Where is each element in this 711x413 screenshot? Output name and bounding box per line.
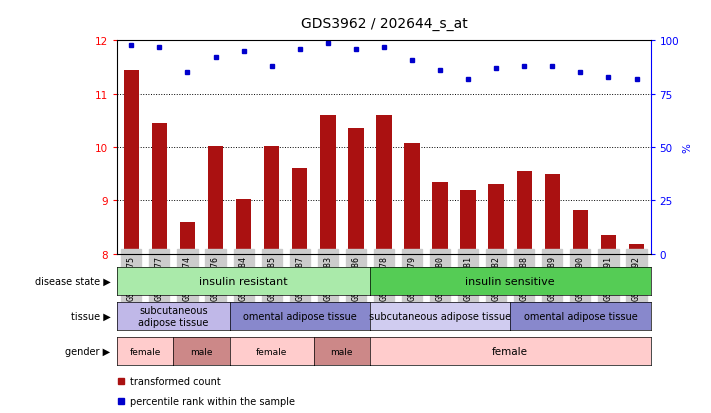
Bar	[292, 169, 307, 254]
Text: tissue ▶: tissue ▶	[70, 311, 110, 321]
Bar	[432, 182, 448, 254]
Text: disease state ▶: disease state ▶	[35, 276, 110, 286]
Text: omental adipose tissue: omental adipose tissue	[523, 311, 637, 321]
Text: omental adipose tissue: omental adipose tissue	[243, 311, 357, 321]
Bar	[180, 222, 196, 254]
Bar	[545, 174, 560, 254]
Bar	[236, 200, 251, 254]
Text: transformed count: transformed count	[130, 376, 221, 386]
Bar	[629, 244, 644, 254]
Bar	[488, 185, 504, 254]
Text: male: male	[191, 347, 213, 356]
Bar	[461, 190, 476, 254]
Bar	[320, 116, 336, 254]
Bar	[517, 171, 532, 254]
Text: female: female	[256, 347, 287, 356]
Text: subcutaneous adipose tissue: subcutaneous adipose tissue	[369, 311, 511, 321]
Text: subcutaneous
adipose tissue: subcutaneous adipose tissue	[138, 306, 208, 327]
Bar	[348, 129, 363, 254]
Bar	[376, 116, 392, 254]
Text: female: female	[492, 347, 528, 356]
Text: gender ▶: gender ▶	[65, 347, 110, 356]
Bar	[572, 210, 588, 254]
Bar	[601, 235, 616, 254]
Y-axis label: %: %	[682, 143, 692, 152]
Text: GDS3962 / 202644_s_at: GDS3962 / 202644_s_at	[301, 17, 467, 31]
Text: insulin sensitive: insulin sensitive	[466, 276, 555, 286]
Text: male: male	[331, 347, 353, 356]
Bar	[264, 147, 279, 254]
Bar	[208, 147, 223, 254]
Bar	[405, 144, 419, 254]
Text: insulin resistant: insulin resistant	[199, 276, 288, 286]
Bar	[124, 71, 139, 254]
Bar	[151, 124, 167, 254]
Text: percentile rank within the sample: percentile rank within the sample	[130, 396, 295, 406]
Text: female: female	[129, 347, 161, 356]
